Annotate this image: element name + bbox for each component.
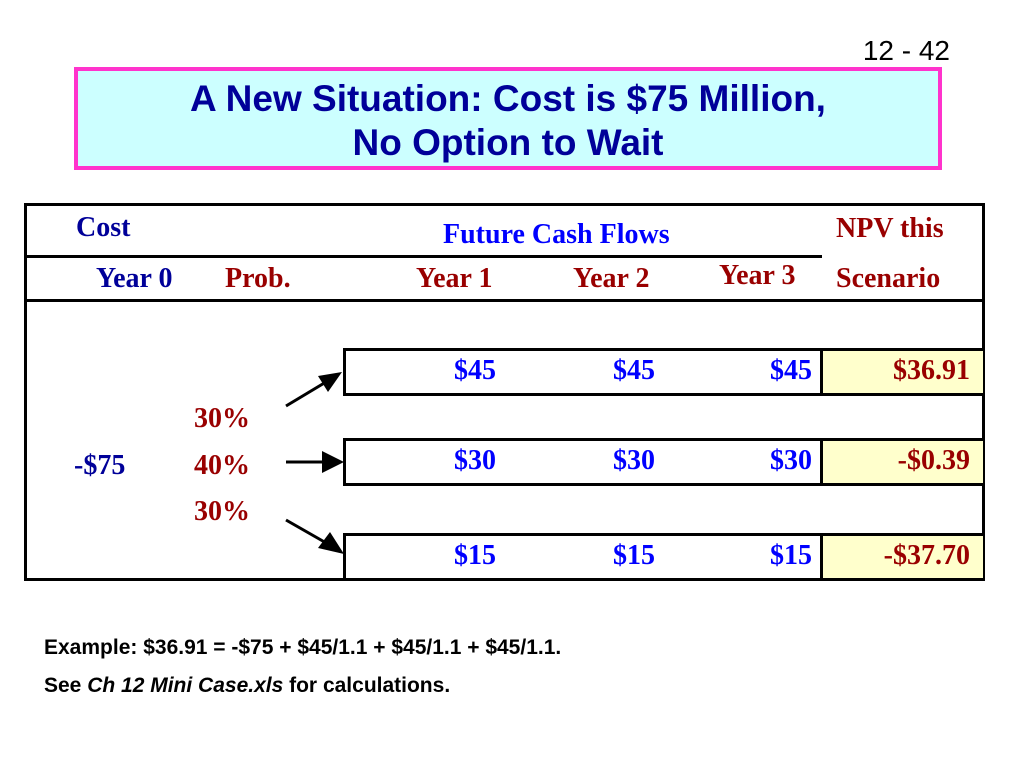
arrow-up-icon [285,372,342,408]
calculation-reference: See Ch 12 Mini Case.xls for calculations… [44,674,450,698]
cash-flow-year1: $15 [454,540,496,571]
probability-high: 30% [194,403,250,434]
npv-cell-mid [820,438,983,486]
header-npv-this: NPV this [836,213,944,244]
slide-number: 12 - 42 [862,35,950,66]
slide-title-line-1: A New Situation: Cost is $75 Million, [190,78,826,119]
npv-cell-low [820,533,983,581]
npv-value: -$37.70 [883,540,970,571]
header-year-3: Year 3 [719,260,796,291]
cash-flow-year2: $30 [613,445,655,476]
header-divider-top [24,255,822,258]
reference-prefix: See [44,674,88,697]
header-cost: Cost [76,212,131,243]
cash-flow-year3: $15 [770,540,812,571]
example-footnote: Example: $36.91 = -$75 + $45/1.1 + $45/1… [44,636,562,659]
header-year-2: Year 2 [573,263,650,294]
cash-flow-year3: $30 [770,445,812,476]
reference-suffix: for calculations. [283,674,451,697]
header-prob: Prob. [225,263,291,294]
header-divider-bottom [24,299,985,302]
scenario-arrows [285,372,344,554]
cash-flow-year3: $45 [770,355,812,386]
cash-flow-year1: $30 [454,445,496,476]
cash-flow-year1: $45 [454,355,496,386]
cash-flow-year2: $15 [613,540,655,571]
header-scenario: Scenario [836,263,941,294]
arrow-down-icon [285,518,344,554]
header-future-cash-flows: Future Cash Flows [443,219,670,250]
probability-low: 30% [194,496,250,527]
npv-value: $36.91 [893,355,970,386]
npv-value: -$0.39 [897,445,970,476]
cost-value: -$75 [74,450,126,481]
slide-title-box: A New Situation: Cost is $75 Million, No… [74,67,942,170]
arrow-right-icon [286,451,344,473]
probability-mid: 40% [194,450,250,481]
header-year-0: Year 0 [96,263,173,294]
header-year-1: Year 1 [416,263,493,294]
slide-title-line-2: No Option to Wait [352,122,664,163]
npv-cell-high [820,348,983,396]
spreadsheet-filename: Ch 12 Mini Case.xls [87,674,284,697]
cash-flow-year2: $45 [613,355,655,386]
